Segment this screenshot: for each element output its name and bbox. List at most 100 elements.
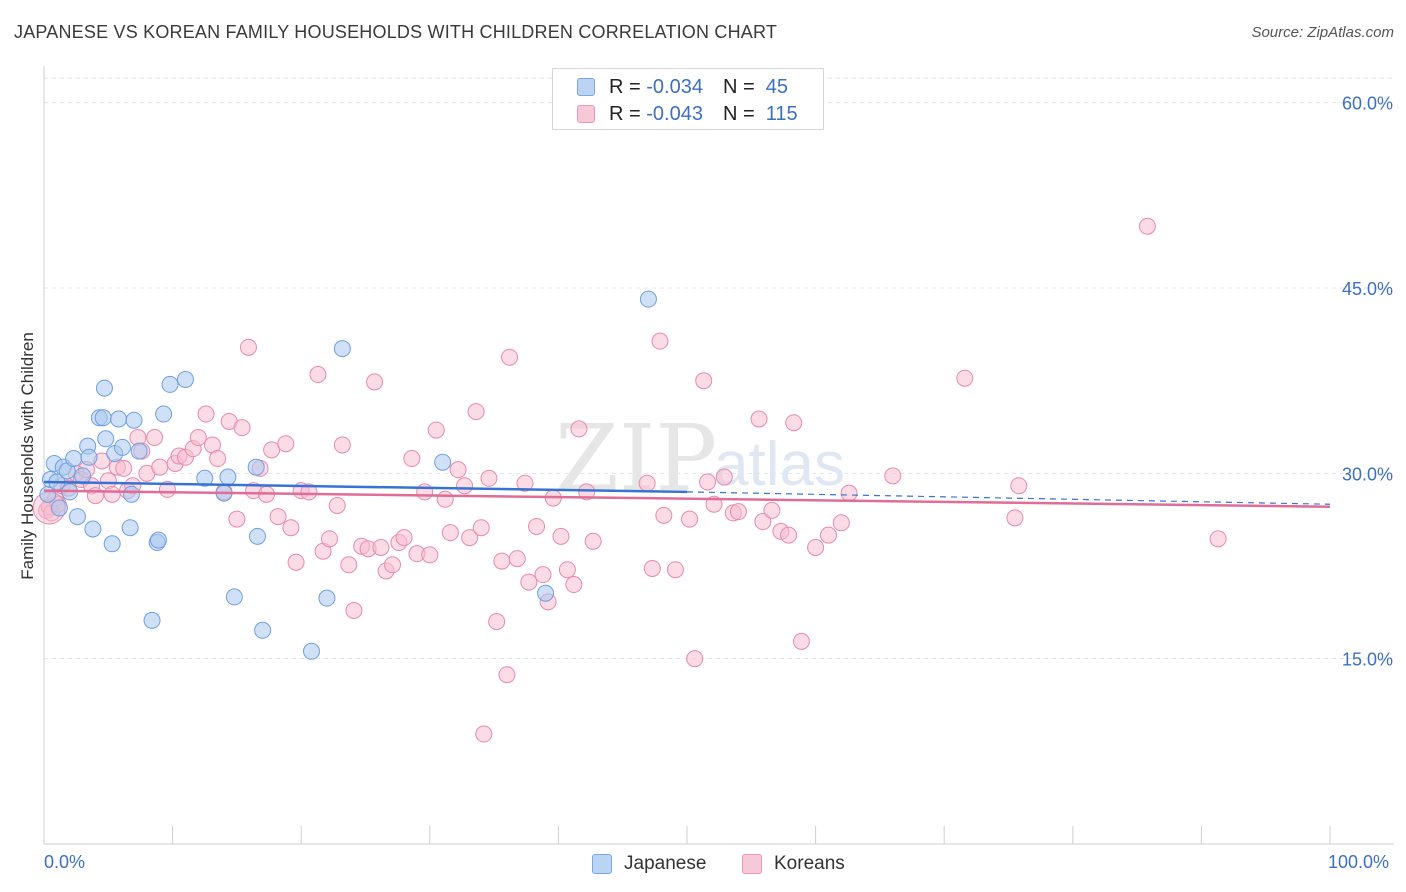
japanese-point (247, 458, 265, 476)
korean-point (501, 348, 519, 366)
korean-point (333, 436, 351, 454)
korean-point (436, 490, 454, 508)
korean-point (282, 519, 300, 537)
japanese-point (155, 405, 173, 423)
stats-legend: R = -0.034 N = 45 R = -0.043 N = 115 (552, 68, 824, 130)
korean-point (197, 405, 215, 423)
korean-point (508, 550, 526, 568)
japanese-point (254, 621, 272, 639)
japanese-point (95, 379, 113, 397)
japanese-point (639, 290, 657, 308)
japanese-point (143, 611, 161, 629)
japanese-point (302, 642, 320, 660)
japanese-point (219, 468, 237, 486)
japanese-point (110, 410, 128, 428)
korean-point (488, 613, 506, 631)
korean-point (498, 666, 516, 684)
korean-point (643, 559, 661, 577)
korean-point (472, 519, 490, 537)
japanese-point (196, 469, 214, 487)
korean-point (366, 373, 384, 391)
korean-point (320, 530, 338, 548)
japanese-point (130, 442, 148, 460)
korean-point (534, 566, 552, 584)
bottom-legend-koreans: Koreans (742, 852, 845, 876)
y-tick-label-45: 45.0% (1342, 279, 1393, 299)
japanese-point (65, 450, 83, 468)
korean-point (1010, 477, 1028, 495)
korean-point (475, 725, 493, 743)
bottom-legend-label-japanese: Japanese (624, 853, 707, 874)
trend-layer (43, 480, 1331, 508)
korean-point (277, 435, 295, 453)
korean-point (578, 483, 596, 501)
legend-r-value-japanese: -0.034 (646, 75, 703, 98)
bottom-legend-swatch-koreans (742, 854, 762, 874)
korean-point (528, 517, 546, 535)
y-tick-labels: 15.0% 30.0% 45.0% 60.0% (1342, 94, 1393, 670)
korean-point (449, 461, 467, 479)
korean-point (699, 473, 717, 491)
japanese-point (121, 519, 139, 537)
japanese-point (434, 453, 452, 471)
japanese-trend-extension (686, 491, 1331, 505)
korean-point (189, 429, 207, 447)
korean-point (269, 508, 287, 526)
korean-point (832, 514, 850, 532)
bottom-legend-japanese: Japanese (592, 852, 706, 876)
legend-n-label: N = (722, 75, 755, 98)
korean-point (151, 458, 169, 476)
japanese-point (50, 499, 68, 517)
korean-point (686, 650, 704, 668)
korean-point (345, 601, 363, 619)
korean-point (520, 573, 538, 591)
korean-point (715, 468, 733, 486)
japanese-point (80, 448, 98, 466)
korean-point (263, 441, 281, 459)
korean-point (300, 483, 318, 501)
korean-point (807, 538, 825, 556)
grid-layer (44, 77, 1394, 660)
bottom-legend-swatch-japanese (592, 854, 612, 874)
japanese-point (248, 527, 266, 545)
korean-point (228, 510, 246, 528)
watermark-atlas: atlas (714, 430, 845, 499)
korean-point (115, 459, 133, 477)
korean-point (666, 561, 684, 579)
korean-point (384, 556, 402, 574)
korean-point (1006, 509, 1024, 527)
source-label: Source: ZipAtlas.com (1251, 24, 1394, 41)
korean-point (233, 419, 251, 437)
japanese-point (537, 584, 555, 602)
japanese-point (149, 531, 167, 549)
korean-point (480, 469, 498, 487)
japanese-point (161, 375, 179, 393)
korean-point (956, 369, 974, 387)
japanese-point (113, 438, 131, 456)
korean-point (103, 485, 121, 503)
korean-point (681, 510, 699, 528)
korean-point (750, 410, 768, 428)
legend-r-label: R = (609, 102, 641, 125)
x-tick-label-min: 0.0% (44, 852, 86, 872)
korean-point (695, 372, 713, 390)
legend-swatch-koreans (577, 105, 595, 123)
korean-point (655, 506, 673, 524)
legend-row-koreans: R = -0.043 N = 115 (577, 102, 798, 126)
korean-point (239, 338, 257, 356)
korean-point (416, 483, 434, 501)
korean-point (403, 450, 421, 468)
korean-point (840, 484, 858, 502)
legend-row-japanese: R = -0.034 N = 45 (577, 75, 788, 99)
chart-title: JAPANESE VS KOREAN FAMILY HOUSEHOLDS WIT… (14, 22, 778, 42)
korean-point (467, 403, 485, 421)
korean-point (565, 576, 583, 594)
japanese-point (318, 589, 336, 607)
korean-point (884, 467, 902, 485)
korean-point (651, 332, 669, 350)
korean-trend-line (43, 489, 1331, 508)
legend-n-label: N = (722, 102, 755, 125)
y-tick-label-60: 60.0% (1342, 94, 1393, 114)
japanese-trend-line (43, 480, 688, 494)
japanese-point (84, 520, 102, 538)
